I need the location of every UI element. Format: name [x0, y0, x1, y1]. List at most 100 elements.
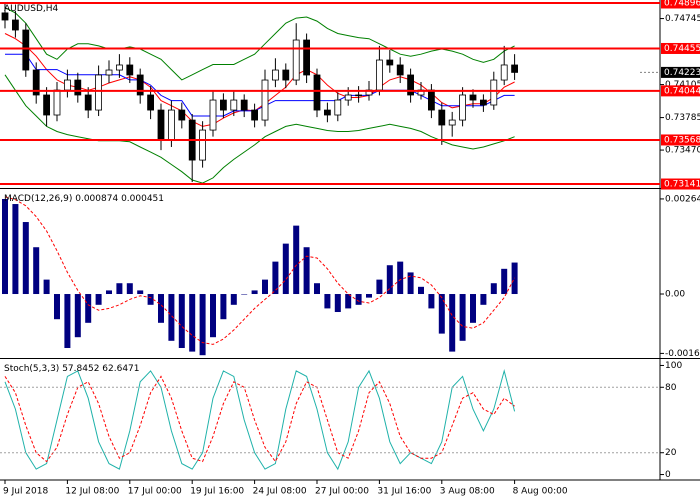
candle-body [313, 74, 321, 111]
histogram-bar [438, 294, 445, 334]
candle-body [167, 109, 175, 141]
candle-body [469, 94, 477, 101]
candle-body [84, 94, 92, 111]
candle-body [459, 94, 467, 121]
histogram-bar [282, 243, 289, 295]
level-label-box [661, 42, 700, 54]
histogram-bar [501, 268, 508, 295]
y-tick-label: 0.74745 [665, 14, 700, 24]
level-label: 0.73141 [664, 180, 700, 190]
x-tick-label: 9 Jul 2018 [3, 487, 48, 497]
candle-body [116, 64, 123, 71]
x-tick-label: 17 Jul 00:00 [128, 487, 182, 497]
x-tick-label: 8 Aug 00:00 [513, 487, 568, 497]
histogram-bar [189, 294, 196, 352]
histogram-bar [116, 283, 123, 295]
candle-body [240, 99, 248, 111]
candle-body [407, 74, 415, 96]
histogram-bar [54, 294, 60, 320]
y-tick-label: 0.002642 [665, 194, 700, 204]
histogram-bar [293, 225, 300, 295]
histogram-bar [459, 294, 466, 341]
histogram-bar [230, 294, 237, 305]
histogram-bar [210, 294, 216, 338]
candle-body [479, 99, 487, 106]
y-tick-label: 80 [665, 383, 677, 393]
histogram-bar [74, 294, 81, 338]
candle-body [209, 99, 217, 131]
y-tick-label: 0.00 [665, 290, 685, 300]
y-tick-label: 100 [665, 361, 682, 371]
panel-title-name: AUDUSD,H4 [4, 4, 59, 14]
candle-body [303, 39, 311, 76]
histogram-bar [324, 294, 331, 309]
histogram-bar [178, 294, 185, 349]
x-tick-label: 12 Jul 08:00 [65, 487, 119, 497]
histogram-bar [241, 294, 248, 295]
x-tick-label: 31 Jul 16:00 [377, 487, 431, 497]
candle-body [199, 129, 207, 161]
histogram-bar [126, 283, 133, 295]
histogram-bar [22, 222, 29, 295]
histogram-bar [147, 294, 154, 305]
y-tick-label: 0.73785 [665, 113, 700, 123]
histogram-bar [168, 294, 175, 341]
candle-body [355, 94, 363, 97]
panel-title-value: 62.6471 [102, 364, 139, 374]
candle-body [334, 99, 342, 116]
candle-body [386, 59, 394, 66]
candle-body [219, 99, 227, 111]
histogram-bar [490, 283, 497, 295]
level-label: 0.74896 [664, 0, 700, 8]
y-tick-label: 0.73470 [665, 146, 700, 156]
candle-body [396, 64, 404, 76]
histogram-bar [355, 294, 362, 305]
level-label-box [661, 178, 700, 190]
x-tick-label: 19 Jul 16:00 [190, 487, 244, 497]
candle-body [43, 94, 50, 116]
y-tick-label: 0.74105 [665, 80, 700, 90]
candle-body [500, 64, 508, 81]
histogram-bar [470, 294, 476, 323]
indicator-line [4, 375, 515, 463]
histogram-bar [2, 198, 8, 295]
candle-body [375, 59, 383, 91]
candle-body [157, 109, 165, 141]
candle-body [147, 94, 155, 111]
level-label: 0.73568 [664, 135, 700, 145]
candle-body [261, 79, 269, 121]
indicator-line [4, 368, 516, 471]
y-tick-label: -0.00165 [665, 349, 700, 359]
candle-body [105, 69, 113, 76]
histogram-bar [262, 279, 268, 295]
level-label-box [661, 0, 700, 9]
price-label-box [661, 66, 700, 78]
histogram-bar [12, 204, 19, 295]
panel-title: Stoch(5,3,3) 57.8452 62.6471 [4, 364, 140, 374]
histogram-bar [303, 247, 310, 295]
candle-body [178, 109, 186, 121]
candle-body [74, 79, 82, 96]
price-label: 0.74223 [664, 68, 700, 78]
histogram-bar [345, 294, 352, 309]
histogram-bar [106, 290, 112, 295]
histogram-bar [449, 294, 456, 352]
histogram-bar [158, 294, 164, 323]
histogram-bar [314, 283, 320, 295]
histogram-bar [85, 294, 92, 323]
histogram-bar [376, 279, 383, 295]
x-tick-label: 3 Aug 08:00 [440, 487, 495, 497]
indicator-line [4, 196, 516, 345]
panel-title-value: 57.8452 [62, 364, 99, 374]
y-tick-label: 0 [665, 470, 671, 480]
candle-body [136, 74, 144, 96]
histogram-bar [64, 294, 71, 349]
candle-body [11, 19, 19, 31]
panel-title-value: 0.000451 [121, 194, 164, 204]
candle-body [32, 69, 40, 96]
candle-body [282, 69, 290, 81]
level-label: 0.74044 [664, 86, 700, 96]
